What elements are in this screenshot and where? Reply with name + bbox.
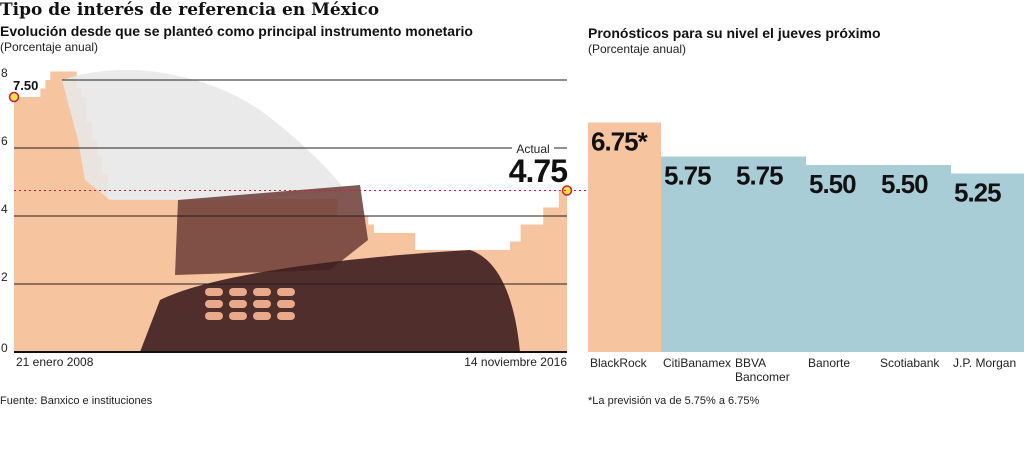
y-tick-label: 2 bbox=[1, 270, 8, 284]
keypad-key-icon bbox=[229, 288, 247, 296]
y-tick-label: 6 bbox=[1, 134, 8, 148]
left-unit: (Porcentaje anual) bbox=[0, 40, 99, 54]
keypad-key-icon bbox=[277, 288, 295, 296]
forecast-value-label: 5.50 bbox=[881, 169, 928, 199]
page-title: Tipo de interés de referencia en México bbox=[0, 0, 380, 20]
keypad-key-icon bbox=[253, 312, 271, 320]
keypad-key-icon bbox=[253, 300, 271, 308]
forecast-value-label: 5.75 bbox=[736, 161, 783, 191]
forecast-bar bbox=[588, 122, 661, 352]
y-tick-label: 0 bbox=[1, 341, 8, 355]
category-label: BlackRock bbox=[590, 356, 648, 370]
actual-label-bg bbox=[512, 141, 554, 155]
start-marker bbox=[8, 91, 20, 103]
start-value-label: 7.50 bbox=[13, 78, 38, 93]
footnote: *La previsión va de 5.75% a 6.75% bbox=[588, 395, 760, 407]
left-subtitle: Evolución desde que se planteó como prin… bbox=[0, 23, 473, 39]
forecast-bar bbox=[661, 156, 733, 352]
forecast-bar bbox=[878, 165, 951, 352]
right-unit: (Porcentaje anual) bbox=[588, 42, 687, 56]
hand-image-icon bbox=[62, 70, 345, 200]
keypad-key-icon bbox=[229, 312, 247, 320]
y-tick-label: 8 bbox=[1, 66, 8, 80]
forecast-value-label: 5.75 bbox=[664, 161, 711, 191]
current-value-label: 4.75 bbox=[509, 153, 567, 189]
category-label: CitiBanamex bbox=[663, 356, 731, 370]
category-label: Scotiabank bbox=[880, 356, 940, 370]
current-marker bbox=[561, 185, 573, 196]
forecast-value-label: 6.75* bbox=[591, 127, 649, 157]
keypad-key-icon bbox=[205, 300, 223, 308]
category-label: Bancomer bbox=[735, 370, 790, 384]
right-subtitle: Pronósticos para su nivel el jueves próx… bbox=[588, 25, 881, 41]
x-start-label: 21 enero 2008 bbox=[16, 355, 94, 369]
credit-card-icon bbox=[175, 185, 368, 275]
keypad-key-icon bbox=[277, 312, 295, 320]
keypad-key-icon bbox=[229, 300, 247, 308]
category-label: BBVA bbox=[735, 356, 766, 370]
x-end-label: 14 noviembre 2016 bbox=[464, 355, 567, 369]
forecast-bar bbox=[806, 165, 878, 352]
keypad-key-icon bbox=[253, 288, 271, 296]
actual-label: Actual bbox=[516, 142, 549, 156]
keypad-key-icon bbox=[205, 312, 223, 320]
source-note: Fuente: Banxico e instituciones bbox=[0, 395, 153, 407]
card-terminal-icon bbox=[140, 250, 520, 352]
forecast-bar bbox=[733, 156, 806, 352]
forecast-bar bbox=[951, 173, 1024, 352]
forecast-value-label: 5.50 bbox=[809, 169, 856, 199]
keypad-key-icon bbox=[205, 288, 223, 296]
forecast-value-label: 5.25 bbox=[954, 178, 1001, 208]
category-label: J.P. Morgan bbox=[953, 356, 1016, 370]
keypad-key-icon bbox=[277, 300, 295, 308]
y-tick-label: 4 bbox=[1, 202, 8, 216]
category-label: Banorte bbox=[808, 356, 850, 370]
